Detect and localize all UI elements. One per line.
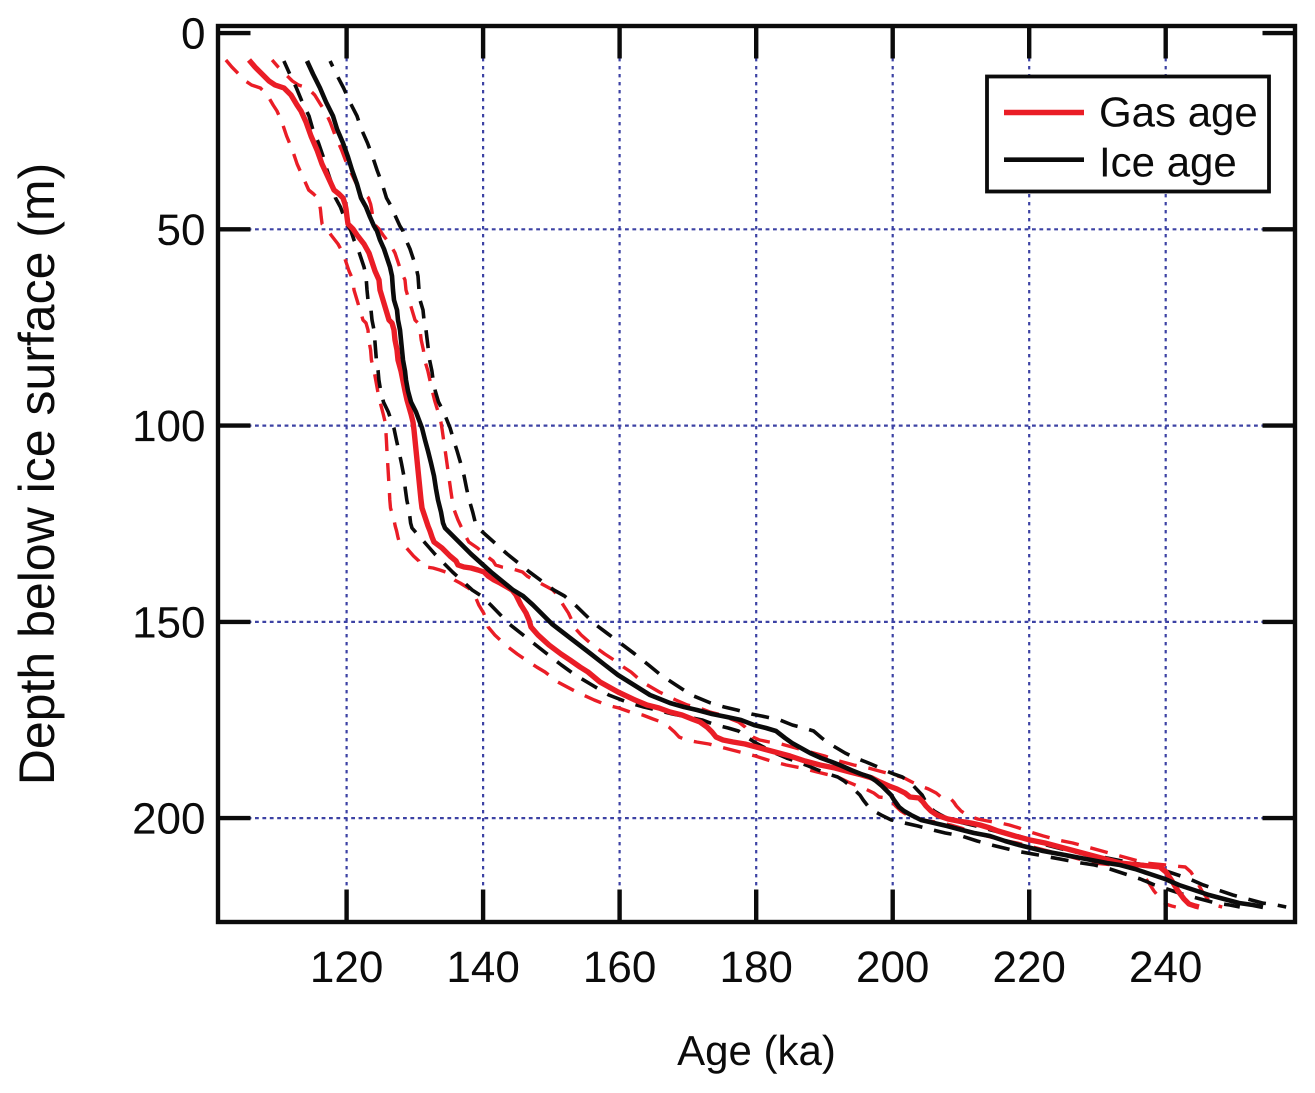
svg-text:100: 100 [132,402,205,451]
svg-text:50: 50 [157,206,206,255]
svg-text:240: 240 [1129,943,1202,992]
svg-text:120: 120 [310,943,383,992]
svg-text:Age (ka): Age (ka) [677,1027,836,1074]
svg-text:180: 180 [719,943,792,992]
svg-text:140: 140 [446,943,519,992]
svg-text:150: 150 [132,598,205,647]
svg-text:0: 0 [181,10,206,59]
svg-text:Depth below ice surface (m): Depth below ice surface (m) [9,163,65,785]
svg-text:Ice age: Ice age [1099,139,1237,186]
svg-text:220: 220 [992,943,1065,992]
svg-text:200: 200 [132,795,205,844]
svg-text:200: 200 [856,943,929,992]
svg-text:Gas age: Gas age [1099,89,1258,136]
svg-text:160: 160 [583,943,656,992]
